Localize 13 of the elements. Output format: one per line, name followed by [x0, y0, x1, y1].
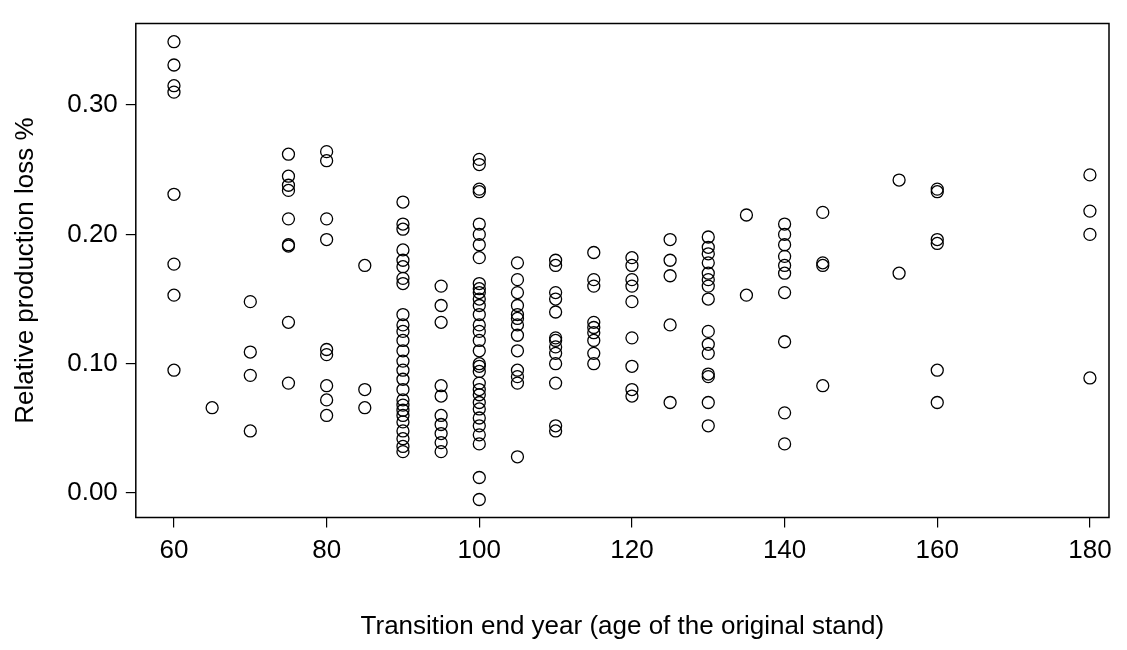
- y-tick-label: 0.30: [67, 88, 118, 119]
- y-axis-title: Relative production loss %: [8, 117, 39, 424]
- x-tick-label: 80: [312, 534, 342, 565]
- x-tick-label: 120: [610, 534, 654, 565]
- x-tick-label: 100: [457, 534, 501, 565]
- x-tick-label: 60: [159, 534, 189, 565]
- y-tick-label: 0.00: [67, 476, 118, 507]
- y-tick-label: 0.10: [67, 346, 118, 377]
- y-tick-label: 0.20: [67, 217, 118, 248]
- x-tick-label: 140: [762, 534, 807, 565]
- x-tick-label: 160: [915, 534, 959, 565]
- x-axis-title: Transition end year (age of the original stand): [360, 609, 885, 640]
- x-tick-label: 180: [1068, 534, 1112, 565]
